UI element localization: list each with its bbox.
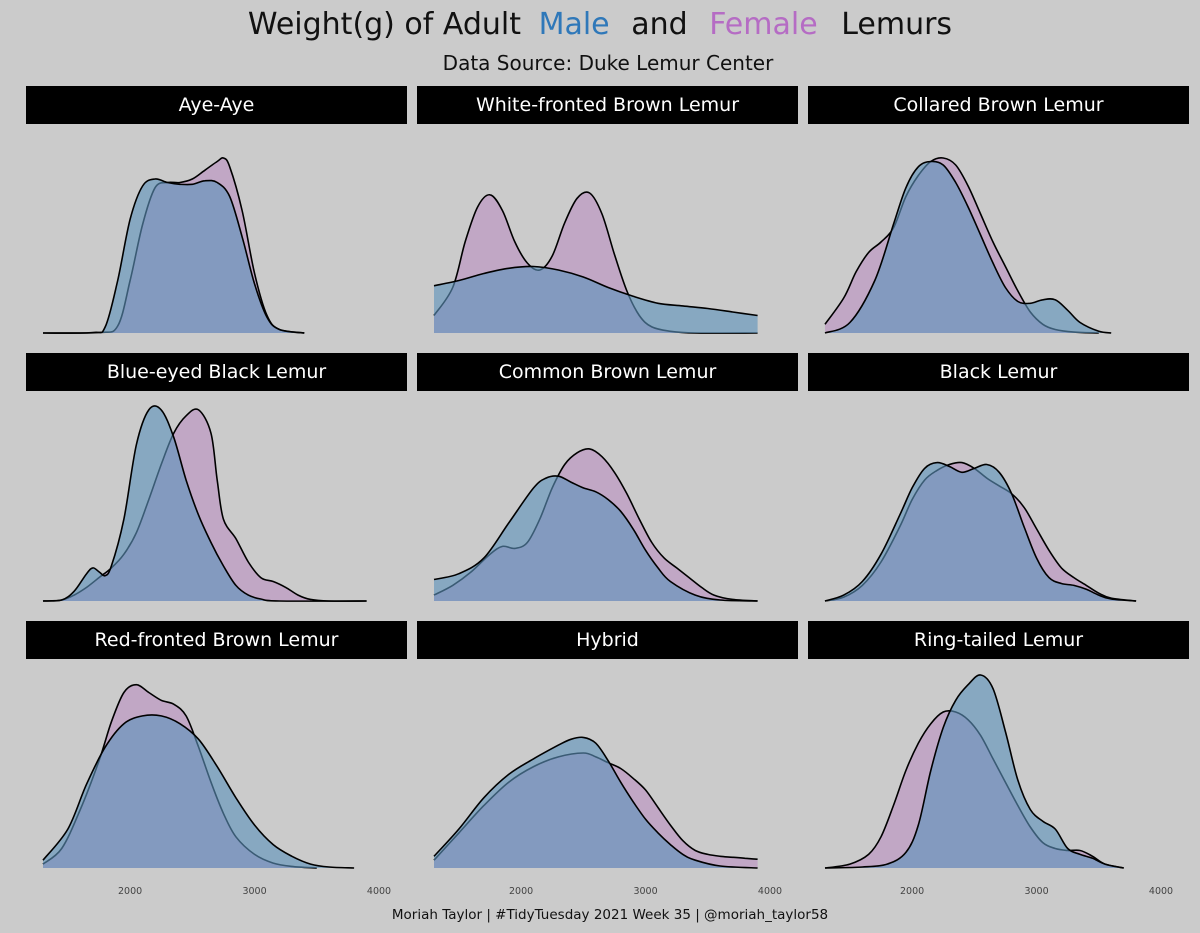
x-tick-label: 3000 bbox=[633, 886, 657, 897]
panel-plot bbox=[42, 157, 305, 334]
panel-strip bbox=[417, 621, 798, 659]
male-density-line bbox=[824, 461, 1137, 602]
panel-strip-label: Common Brown Lemur bbox=[499, 361, 717, 383]
panel-4: Blue-eyed Black Lemur bbox=[26, 353, 407, 602]
panel-strip bbox=[26, 86, 407, 124]
female-density-area bbox=[43, 409, 367, 602]
male-density-line bbox=[433, 265, 758, 317]
panel-plot bbox=[433, 447, 758, 602]
panel-strip-label: Aye-Aye bbox=[179, 94, 255, 116]
male-density-area bbox=[434, 266, 758, 333]
panel-plot bbox=[824, 461, 1137, 602]
panel-plot bbox=[824, 674, 1124, 869]
panel-plot bbox=[433, 191, 758, 334]
panel-strip-label: Collared Brown Lemur bbox=[893, 94, 1103, 116]
panel-plot bbox=[824, 157, 1112, 334]
chart-subtitle: Data Source: Duke Lemur Center bbox=[443, 51, 774, 75]
panel-strip-label: Hybrid bbox=[576, 629, 639, 651]
male-density-area bbox=[43, 178, 305, 334]
male-density-line bbox=[433, 736, 758, 869]
male-density-line bbox=[42, 178, 305, 334]
panel-9: Ring-tailed Lemur 2000 3000 4000 bbox=[808, 621, 1189, 897]
x-tick-label: 3000 bbox=[242, 886, 266, 897]
panels-group: Aye-Aye White-fronted Brown Lemur Collared… bbox=[26, 86, 1189, 897]
male-density-area bbox=[825, 161, 1112, 333]
x-tick-label: 2000 bbox=[900, 886, 924, 897]
male-density-line bbox=[42, 714, 355, 869]
panel-strip-label: White-fronted Brown Lemur bbox=[476, 94, 739, 116]
male-density-area bbox=[43, 714, 355, 868]
title-prefix: Weight(g) of Adult bbox=[248, 7, 521, 42]
title-and: and bbox=[631, 7, 687, 42]
male-density-area bbox=[43, 405, 367, 602]
panel-strip bbox=[808, 86, 1189, 124]
panel-strip-label: Black Lemur bbox=[940, 361, 1058, 383]
panel-6: Black Lemur bbox=[808, 353, 1189, 602]
x-tick-label: 4000 bbox=[758, 886, 782, 897]
male-density-line bbox=[42, 405, 367, 602]
male-density-area bbox=[825, 462, 1137, 601]
male-density-area bbox=[434, 475, 758, 601]
male-density-line bbox=[824, 674, 1124, 869]
male-density-area bbox=[825, 674, 1124, 868]
x-tick-label: 2000 bbox=[118, 886, 142, 897]
male-density-area bbox=[434, 737, 758, 868]
male-density-line bbox=[433, 475, 758, 602]
x-tick-label: 4000 bbox=[367, 886, 391, 897]
panel-plot bbox=[42, 683, 355, 869]
panel-strip-label: Ring-tailed Lemur bbox=[914, 629, 1083, 651]
title-female: Female bbox=[709, 7, 817, 42]
x-tick-label: 4000 bbox=[1149, 886, 1173, 897]
panel-strip bbox=[808, 621, 1189, 659]
panel-strip bbox=[417, 353, 798, 391]
panel-strip bbox=[808, 353, 1189, 391]
panel-strip-label: Red-fronted Brown Lemur bbox=[95, 629, 339, 651]
panel-plot bbox=[42, 405, 367, 602]
panel-7: Red-fronted Brown Lemur 2000 3000 4000 bbox=[26, 621, 407, 897]
panel-strip-label: Blue-eyed Black Lemur bbox=[107, 361, 327, 383]
panel-strip bbox=[26, 621, 407, 659]
panel-3: Collared Brown Lemur bbox=[808, 86, 1189, 334]
panel-strip bbox=[26, 353, 407, 391]
x-tick-label: 2000 bbox=[509, 886, 533, 897]
panel-8: Hybrid 2000 3000 4000 bbox=[417, 621, 798, 897]
title-male: Male bbox=[539, 7, 610, 42]
panel-plot bbox=[433, 736, 758, 869]
panel-strip bbox=[417, 86, 798, 124]
panel-2: White-fronted Brown Lemur bbox=[417, 86, 798, 334]
panel-5: Common Brown Lemur bbox=[417, 353, 798, 602]
male-density-line bbox=[824, 160, 1112, 334]
x-tick-label: 3000 bbox=[1024, 886, 1048, 897]
title-suffix: Lemurs bbox=[841, 7, 952, 42]
chart-title: Weight(g) of Adult Male and Female Lemur… bbox=[248, 7, 952, 42]
panel-1: Aye-Aye bbox=[26, 86, 407, 334]
caption: Moriah Taylor | #TidyTuesday 2021 Week 3… bbox=[392, 907, 828, 923]
